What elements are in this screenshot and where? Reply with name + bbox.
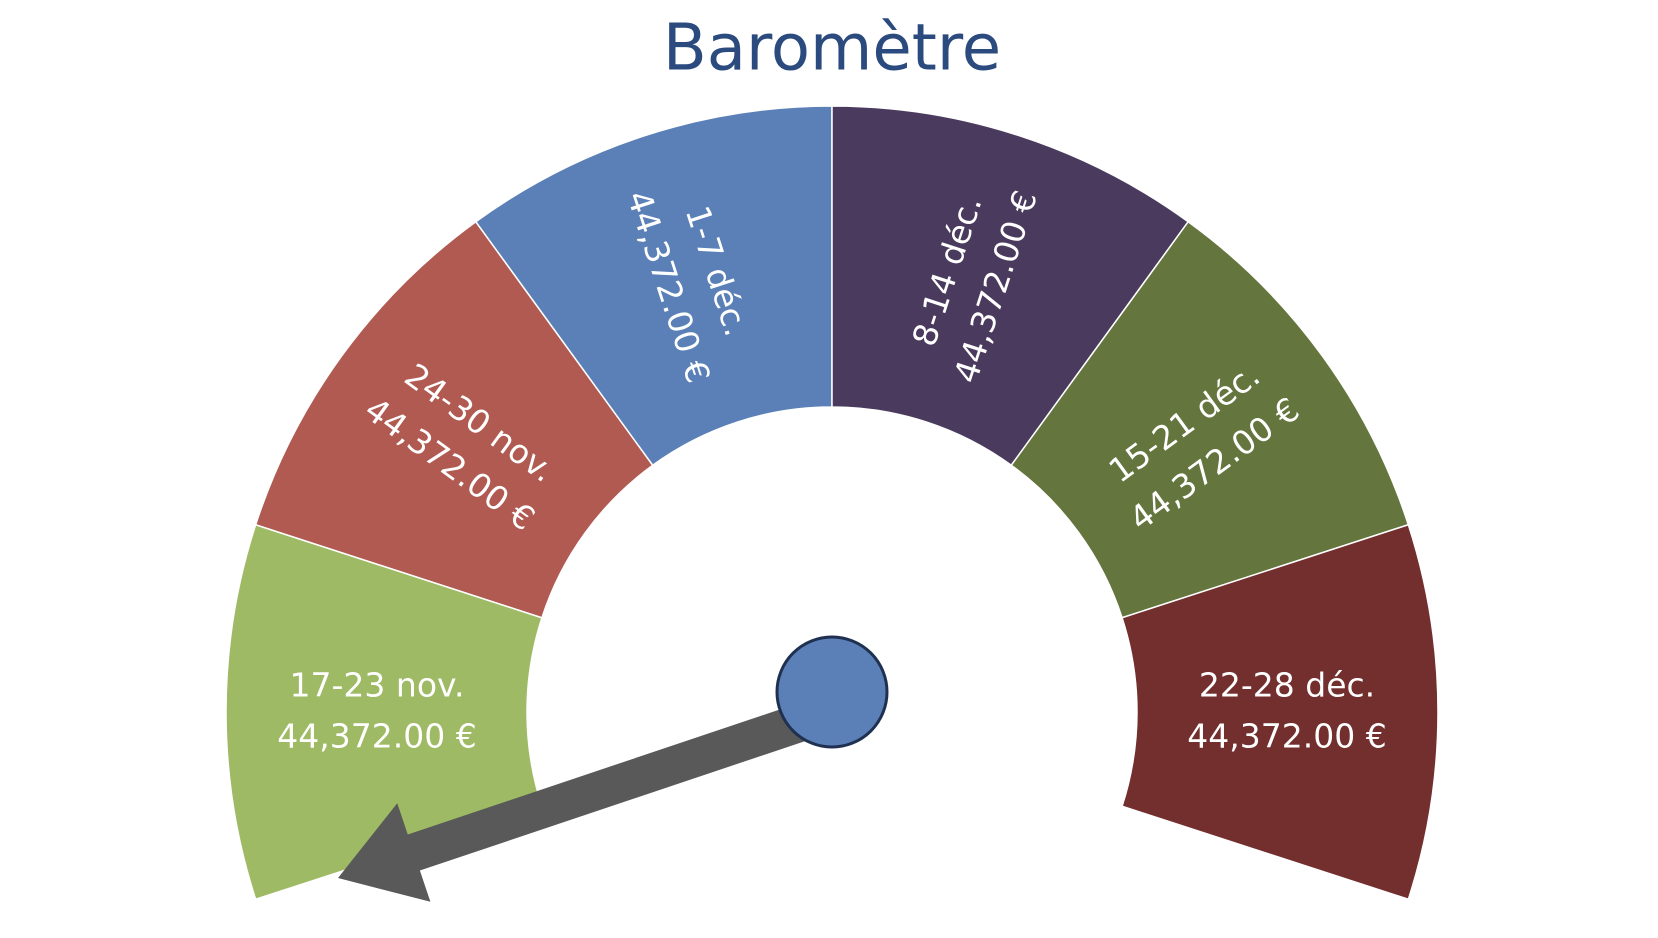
segment-label: 17-23 nov. 44,372.00 € xyxy=(277,666,476,756)
needle xyxy=(338,690,848,902)
segment xyxy=(1121,523,1439,901)
segment xyxy=(831,105,1190,467)
segment-period: 17-23 nov. xyxy=(290,666,465,705)
segment-period: 22-28 déc. xyxy=(1199,666,1375,705)
segment-value: 44,372.00 € xyxy=(1187,717,1386,756)
segment xyxy=(254,220,654,619)
needle-hub xyxy=(775,635,889,749)
segment xyxy=(474,105,833,467)
title: Baromètre xyxy=(663,12,1001,86)
segment xyxy=(1010,220,1410,619)
segment-label: 22-28 déc. 44,372.00 € xyxy=(1187,666,1386,756)
segment xyxy=(225,523,543,901)
segment-value: 44,372.00 € xyxy=(277,717,476,756)
